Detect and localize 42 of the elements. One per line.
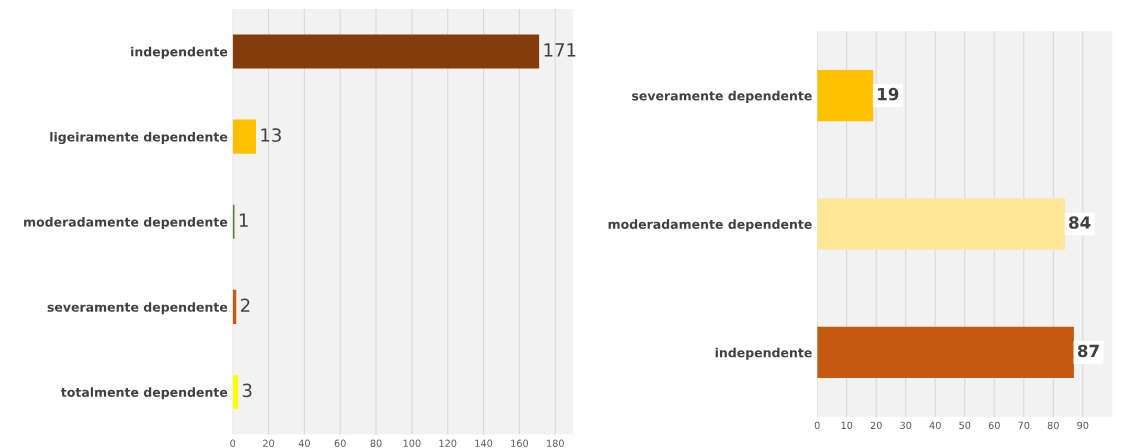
data-label: 1 xyxy=(239,213,248,227)
x-tick-label: 60 xyxy=(334,439,346,447)
bar xyxy=(232,119,256,154)
data-label: 3 xyxy=(242,383,252,398)
data-label: 87 xyxy=(1077,344,1099,358)
data-label: 84 xyxy=(1069,216,1091,229)
bar xyxy=(817,69,874,122)
x-tick-label: 40 xyxy=(929,421,941,430)
x-tick-label: 20 xyxy=(263,439,275,447)
x-tick-label: 20 xyxy=(870,421,882,430)
y-tick-label: severamente dependente xyxy=(47,302,228,315)
data-label: 19 xyxy=(878,87,899,101)
bar xyxy=(232,34,540,69)
y-tick-label: independente xyxy=(715,347,812,360)
x-tick-label: 0 xyxy=(230,439,236,447)
x-tick-label: 70 xyxy=(1018,421,1030,430)
x-tick-label: 80 xyxy=(370,439,382,447)
x-tick-label: 180 xyxy=(547,439,564,447)
x-tick-label: 60 xyxy=(988,421,1000,430)
bar xyxy=(817,326,1074,379)
x-tick-label: 80 xyxy=(1047,421,1059,430)
y-tick-label: totalmente dependente xyxy=(60,387,228,400)
x-tick-label: 140 xyxy=(475,439,493,447)
x-tick-label: 30 xyxy=(900,421,912,430)
x-tick-label: 90 xyxy=(1077,421,1089,430)
y-tick-label: independente xyxy=(131,46,228,59)
y-tick-label: severamente dependente xyxy=(632,90,812,103)
bar xyxy=(817,198,1066,250)
y-tick-label: moderadamente dependente xyxy=(24,217,228,230)
y-tick-label: ligeiramente dependente xyxy=(50,131,228,145)
y-tick-label: moderadamente dependente xyxy=(608,219,812,232)
x-tick-label: 100 xyxy=(403,439,421,447)
bar xyxy=(232,374,239,410)
data-label: 13 xyxy=(261,128,281,142)
x-tick-label: 40 xyxy=(298,439,310,447)
data-label: 2 xyxy=(240,298,250,312)
x-tick-label: 120 xyxy=(439,439,457,447)
x-tick-label: 50 xyxy=(959,421,971,430)
x-tick-label: 0 xyxy=(814,421,820,430)
x-tick-label: 10 xyxy=(841,421,853,430)
data-label: 171 xyxy=(544,43,576,57)
x-tick-label: 160 xyxy=(511,439,529,447)
